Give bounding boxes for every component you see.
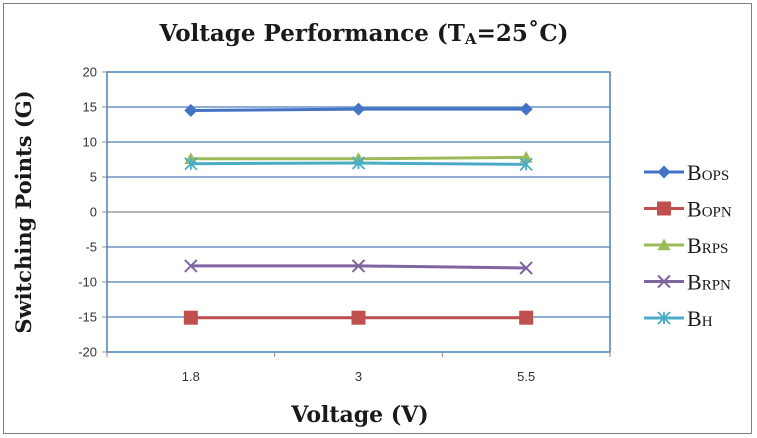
- legend-label-sub: OPS: [702, 168, 730, 184]
- legend-label-ops: BOPS: [687, 160, 729, 185]
- series-h: [184, 156, 533, 172]
- legend-marker-rpn: [657, 274, 671, 289]
- y-axis-ticks: 20 15 10 5 0 -5 -10 -15 -20: [78, 65, 107, 360]
- chart-title: Voltage Performance (TA=25˚C): [158, 20, 568, 48]
- x-tick-label: 5.5: [517, 369, 535, 384]
- legend-label-h: BH: [687, 306, 713, 331]
- point-rps: [519, 150, 533, 163]
- legend-label-rps: BRPS: [687, 233, 728, 258]
- point-rpn: [519, 261, 533, 275]
- legend-label-rpn: BRPN: [687, 270, 731, 295]
- series-layer: [183, 102, 534, 325]
- y-tick-label: 0: [90, 205, 97, 220]
- point-ops: [352, 102, 365, 116]
- x-tick-label: 3: [355, 369, 362, 384]
- y-tick-label: 5: [90, 170, 97, 185]
- chart-frame: Voltage Performance (TA=25˚C) 20 15 10 5 0 -5…: [3, 3, 752, 434]
- point-h: [184, 157, 198, 171]
- chart-title-main: Voltage Performance (T: [158, 20, 464, 47]
- legend-marker-rps: [657, 238, 671, 251]
- chart-title-tail: =25˚C): [477, 20, 569, 47]
- legend-label-main: B: [687, 270, 702, 295]
- point-opn: [183, 310, 198, 325]
- x-axis-title: Voltage (V): [290, 402, 428, 428]
- legend-label-sub: OPN: [702, 205, 732, 221]
- point-h: [519, 157, 533, 172]
- legend-marker-opn: [657, 201, 671, 216]
- point-opn: [351, 310, 366, 325]
- point-rpn: [184, 259, 198, 273]
- point-opn: [519, 310, 534, 325]
- point-rpn: [351, 259, 366, 273]
- x-axis-ticks: 1.8 3 5.5: [106, 352, 611, 384]
- y-tick-label: 20: [83, 65, 97, 80]
- y-axis-title: Switching Points (G): [11, 90, 36, 333]
- chart-svg: Voltage Performance (TA=25˚C) 20 15 10 5 0 -5…: [11, 20, 732, 428]
- legend-label-opn: BOPN: [687, 197, 732, 222]
- series-opn: [183, 310, 534, 325]
- legend-marker-ops: [657, 165, 671, 179]
- series-ops: [184, 102, 533, 117]
- y-tick-label: 15: [83, 100, 97, 115]
- legend-label-main: B: [687, 306, 702, 331]
- point-h: [351, 156, 366, 170]
- y-tick-label: -10: [78, 275, 97, 290]
- legend-label-main: B: [687, 233, 702, 258]
- legend-label-main: B: [687, 160, 702, 185]
- legend-entry-ops: BOPS: [644, 160, 729, 185]
- legend-entry-rpn: BRPN: [644, 270, 731, 295]
- y-tick-label: -20: [78, 345, 97, 360]
- chart-title-subscript: A: [464, 30, 477, 48]
- legend-label-sub: RPS: [702, 241, 729, 257]
- legend-label-sub: H: [702, 314, 713, 330]
- point-ops: [519, 102, 533, 116]
- x-tick-label: 1.8: [182, 369, 200, 384]
- y-tick-label: -5: [85, 240, 97, 255]
- y-tick-label: -15: [78, 310, 97, 325]
- legend-label-sub: RPN: [702, 278, 731, 294]
- legend-label-main: B: [687, 197, 702, 222]
- legend-marker-h: [657, 311, 671, 325]
- legend-entry-opn: BOPN: [644, 197, 732, 222]
- legend-entry-h: BH: [644, 306, 713, 331]
- y-tick-label: 10: [83, 135, 97, 150]
- point-ops: [184, 104, 198, 117]
- series-rpn: [184, 259, 533, 275]
- legend-entry-rps: BRPS: [644, 233, 728, 258]
